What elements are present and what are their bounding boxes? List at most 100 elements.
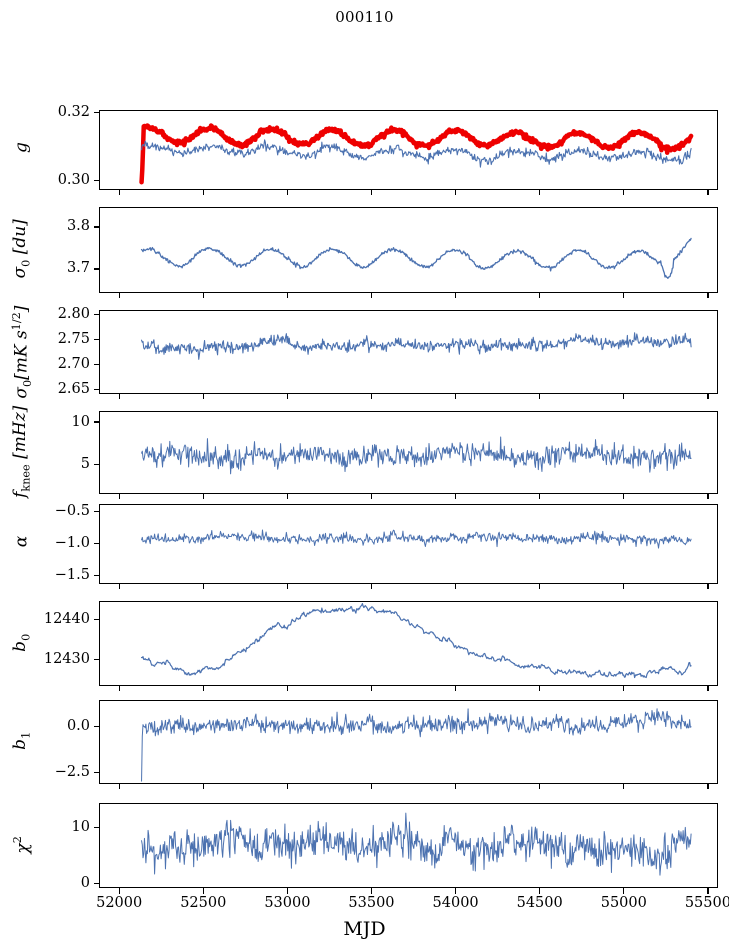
y-tick-mark bbox=[94, 574, 99, 576]
x-tick-label: 55500 bbox=[684, 895, 729, 911]
y-tick-mark bbox=[94, 421, 99, 423]
y-tick-label: 10 bbox=[71, 413, 90, 430]
y-tick-label: 3.8 bbox=[66, 218, 90, 235]
y-tick-mark bbox=[94, 313, 99, 316]
x-tick-mark bbox=[454, 888, 457, 894]
data-series-f_knee bbox=[141, 436, 692, 475]
y-tick-label: −0.5 bbox=[54, 502, 90, 519]
x-tick-mark bbox=[707, 494, 709, 499]
x-tick-mark bbox=[286, 584, 289, 589]
x-tick-mark bbox=[623, 784, 625, 789]
x-tick-mark bbox=[118, 784, 120, 789]
x-tick-mark bbox=[539, 784, 541, 789]
x-tick-mark bbox=[202, 784, 204, 789]
data-series-alpha bbox=[141, 529, 692, 549]
x-tick-mark bbox=[454, 190, 457, 195]
y-tick-mark bbox=[94, 772, 99, 774]
y-tick-mark bbox=[94, 226, 99, 228]
x-tick-mark bbox=[202, 494, 204, 499]
x-tick-mark bbox=[623, 888, 625, 894]
y-tick-label: 0 bbox=[80, 875, 90, 892]
x-tick-mark bbox=[202, 888, 204, 894]
x-tick-mark bbox=[707, 686, 709, 691]
y-tick-label: 2.70 bbox=[57, 356, 90, 372]
y-tick-label: 10 bbox=[71, 819, 90, 836]
y-tick-label: −2.5 bbox=[54, 764, 90, 781]
y-tick-mark bbox=[94, 658, 99, 660]
x-tick-mark bbox=[539, 293, 541, 298]
x-tick-mark bbox=[623, 584, 625, 589]
x-tick-mark bbox=[118, 394, 120, 399]
y-axis-label: χ2 bbox=[11, 835, 33, 854]
x-tick-mark bbox=[370, 293, 373, 298]
x-tick-mark bbox=[118, 293, 120, 298]
x-tick-mark bbox=[454, 293, 457, 298]
x-tick-mark bbox=[623, 190, 625, 195]
y-tick-label: 2.65 bbox=[57, 381, 90, 397]
y-tick-mark bbox=[94, 268, 99, 270]
x-tick-mark bbox=[623, 494, 625, 499]
plot-panel-g bbox=[99, 110, 718, 190]
plot-panel-b-1 bbox=[99, 700, 718, 784]
y-tick-mark bbox=[94, 338, 99, 341]
x-tick-label: 54500 bbox=[516, 895, 563, 911]
y-tick-mark bbox=[94, 112, 99, 114]
x-tick-mark bbox=[539, 494, 541, 499]
x-tick-mark bbox=[370, 784, 373, 789]
y-tick-label: −1.5 bbox=[54, 566, 90, 583]
x-tick-mark bbox=[370, 190, 373, 195]
x-tick-mark bbox=[623, 293, 625, 298]
data-series-sigma0_du bbox=[140, 237, 692, 280]
panel-canvas bbox=[140, 602, 692, 679]
plot-panel-sigma-0-du- bbox=[99, 207, 718, 293]
panel-canvas bbox=[141, 436, 692, 475]
x-tick-mark bbox=[454, 494, 457, 499]
x-tick-mark bbox=[202, 686, 204, 691]
x-tick-label: 53500 bbox=[348, 895, 395, 911]
y-tick-label: −1.0 bbox=[54, 534, 90, 551]
y-tick-mark bbox=[94, 510, 99, 513]
y-tick-label: 2.80 bbox=[57, 306, 90, 322]
x-tick-mark bbox=[539, 584, 541, 589]
x-tick-mark bbox=[539, 394, 541, 399]
data-series-g_red bbox=[139, 123, 694, 185]
x-tick-mark bbox=[286, 888, 289, 894]
x-axis-title: MJD bbox=[343, 918, 386, 940]
y-tick-label: 5 bbox=[80, 455, 90, 472]
x-tick-mark bbox=[118, 686, 120, 691]
x-tick-mark bbox=[286, 394, 289, 399]
data-series-chi2 bbox=[141, 812, 692, 876]
y-tick-mark bbox=[94, 619, 99, 621]
x-tick-mark bbox=[707, 584, 709, 589]
y-tick-mark bbox=[94, 463, 99, 465]
data-series-g_blue bbox=[141, 139, 692, 168]
x-tick-mark bbox=[370, 686, 373, 691]
x-tick-label: 53000 bbox=[264, 895, 311, 911]
x-tick-mark bbox=[454, 394, 457, 399]
panel-canvas bbox=[141, 812, 692, 876]
plot-panel-alpha bbox=[99, 504, 718, 584]
x-tick-mark bbox=[370, 394, 373, 399]
panel-canvas bbox=[140, 237, 692, 280]
x-tick-mark bbox=[454, 784, 457, 789]
panel-canvas bbox=[141, 332, 692, 360]
x-tick-mark bbox=[707, 190, 709, 195]
plot-panel-b-0 bbox=[99, 601, 718, 686]
data-series-b0 bbox=[140, 602, 692, 679]
x-tick-mark bbox=[539, 190, 541, 195]
y-tick-label: 3.7 bbox=[66, 260, 90, 277]
x-tick-mark bbox=[707, 888, 709, 894]
x-tick-label: 52000 bbox=[96, 895, 143, 911]
y-tick-label: 2.75 bbox=[57, 331, 90, 347]
x-tick-mark bbox=[454, 686, 457, 691]
x-tick-mark bbox=[707, 394, 709, 399]
x-tick-mark bbox=[286, 293, 289, 298]
x-tick-mark bbox=[623, 686, 625, 691]
y-tick-mark bbox=[94, 388, 99, 391]
y-tick-label: 0.30 bbox=[57, 172, 90, 189]
x-tick-label: 52500 bbox=[180, 895, 227, 911]
data-series-sigma0_mK bbox=[141, 332, 692, 360]
x-tick-mark bbox=[118, 888, 120, 894]
x-tick-mark bbox=[118, 190, 120, 195]
